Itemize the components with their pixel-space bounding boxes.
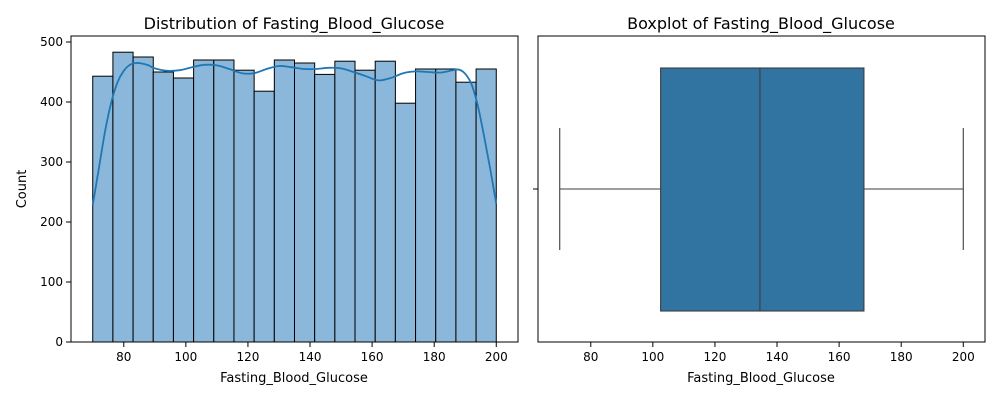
histogram-panel: Distribution of Fasting_Blood_Glucose 80… <box>15 14 519 386</box>
x-tick-label: 80 <box>116 350 131 364</box>
histogram-title: Distribution of Fasting_Blood_Glucose <box>144 14 445 34</box>
histogram-bar <box>213 59 235 343</box>
y-tick-label: 0 <box>55 335 63 349</box>
kde-curve <box>91 62 498 206</box>
histogram-bar <box>253 90 275 343</box>
histogram-bar <box>394 102 417 343</box>
histogram-y-label: Count <box>15 170 30 209</box>
iqr-box <box>660 67 865 312</box>
histogram-x-label: Fasting_Blood_Glucose <box>220 371 368 386</box>
x-tick-label: 160 <box>361 350 384 364</box>
histogram-bar <box>435 68 457 343</box>
histogram-axes-frame <box>70 35 519 343</box>
x-tick-label: 80 <box>583 350 598 364</box>
x-tick-label: 140 <box>299 350 322 364</box>
histogram-bar <box>193 59 215 343</box>
x-tick-label: 160 <box>828 350 851 364</box>
histogram-bar <box>233 69 255 343</box>
x-tick-label: 120 <box>703 350 726 364</box>
histogram-bar <box>132 56 154 343</box>
x-tick-label: 200 <box>485 350 508 364</box>
histogram-bars <box>92 51 497 343</box>
y-tick-label: 400 <box>40 95 63 109</box>
boxplot-marks <box>559 67 964 312</box>
histogram-bar <box>172 77 195 343</box>
histogram-bar <box>415 68 437 343</box>
y-tick-label: 500 <box>40 35 63 49</box>
histogram-bar <box>294 62 316 343</box>
histogram-x-ticks: 80 100 120 140 160 180 200 <box>116 342 508 364</box>
histogram-bar <box>354 69 376 343</box>
x-tick-label: 100 <box>174 350 197 364</box>
x-tick-label: 200 <box>952 350 975 364</box>
x-tick-label: 120 <box>236 350 259 364</box>
boxplot-x-ticks: 80 100 120 140 160 180 200 <box>583 342 975 364</box>
x-tick-label: 180 <box>423 350 446 364</box>
boxplot-x-label: Fasting_Blood_Glucose <box>687 371 835 386</box>
histogram-bar <box>334 60 356 343</box>
y-tick-label: 100 <box>40 275 63 289</box>
x-tick-label: 140 <box>766 350 789 364</box>
histogram-bar <box>455 81 477 343</box>
histogram-y-ticks: 0 100 200 300 400 500 <box>40 35 71 349</box>
x-tick-label: 100 <box>641 350 664 364</box>
y-tick-label: 300 <box>40 155 63 169</box>
histogram-bar <box>92 75 114 343</box>
histogram-bar <box>314 73 336 343</box>
histogram-bar <box>112 51 134 343</box>
histogram-bar <box>273 59 295 343</box>
histogram-bar <box>374 60 396 343</box>
boxplot-panel: Boxplot of Fasting_Blood_Glucose 80 100 12… <box>533 14 986 386</box>
boxplot-title: Boxplot of Fasting_Blood_Glucose <box>627 14 895 34</box>
histogram-bar <box>152 71 174 343</box>
y-tick-label: 200 <box>40 215 63 229</box>
x-tick-label: 180 <box>890 350 913 364</box>
